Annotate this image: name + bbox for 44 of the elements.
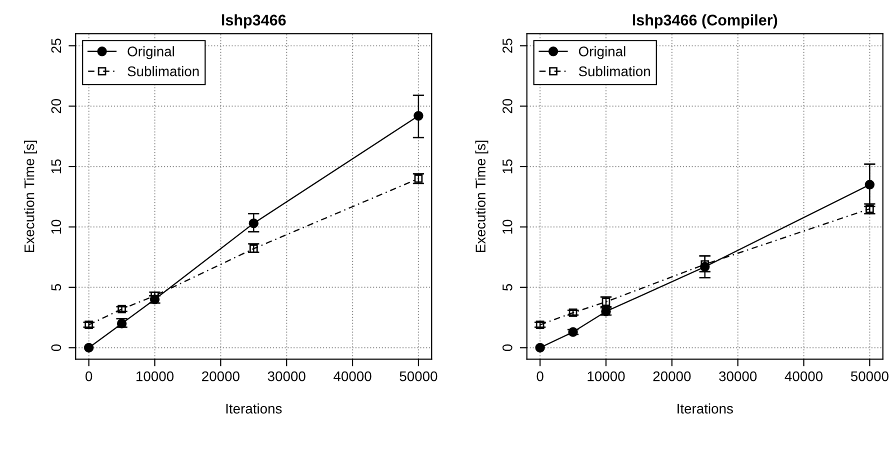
x-tick-label: 50000	[400, 371, 438, 382]
y-tick-label: 0	[51, 344, 62, 352]
y-tick-label: 10	[502, 220, 512, 234]
point	[84, 342, 94, 353]
chart-title: lshp3466	[222, 14, 286, 29]
point	[248, 218, 259, 228]
point	[414, 110, 424, 121]
y-tick-label: 10	[51, 220, 62, 234]
y-tick-label: 20	[502, 98, 512, 114]
x-tick-label: 30000	[719, 371, 757, 382]
x-tick-label: 20000	[653, 371, 691, 382]
legend-label: Sublimation	[128, 66, 199, 76]
x-tick-label: 0	[86, 371, 92, 382]
x-tick-label: 10000	[588, 371, 625, 382]
point	[568, 308, 578, 317]
x-tick-label: 50000	[850, 371, 888, 382]
y-tick-label: 0	[502, 344, 512, 352]
x-axis-title: Iterations	[226, 403, 282, 414]
y-tick-label: 5	[51, 284, 62, 291]
legend-label: Original	[128, 46, 174, 60]
x-tick-label: 20000	[202, 371, 240, 382]
point	[602, 298, 610, 306]
x-tick-label: 0	[536, 371, 544, 382]
point	[536, 320, 544, 329]
y-tick-label: 15	[51, 159, 62, 174]
y-tick-label: 20	[51, 98, 62, 114]
y-tick-label: 15	[502, 159, 512, 174]
point	[84, 320, 93, 329]
y-tick-label: 25	[502, 38, 512, 53]
chart-title: lshp3466 (Compiler)	[632, 14, 778, 29]
legend-label: Sublimation	[578, 66, 650, 76]
x-tick-label: 40000	[784, 371, 823, 382]
y-axis-title: Execution Time [s]	[24, 140, 38, 252]
y-tick-label: 5	[502, 284, 512, 291]
x-axis-title: Iterations	[678, 403, 733, 414]
y-axis-title: Execution Time [s]	[475, 140, 488, 252]
legend-label: Original	[578, 46, 626, 60]
x-tick-label: 30000	[268, 371, 306, 382]
y-tick-label: 25	[51, 38, 62, 53]
point	[118, 304, 126, 314]
point	[864, 180, 875, 190]
x-tick-label: 10000	[136, 371, 174, 382]
point	[535, 342, 545, 353]
x-tick-label: 40000	[334, 371, 372, 382]
